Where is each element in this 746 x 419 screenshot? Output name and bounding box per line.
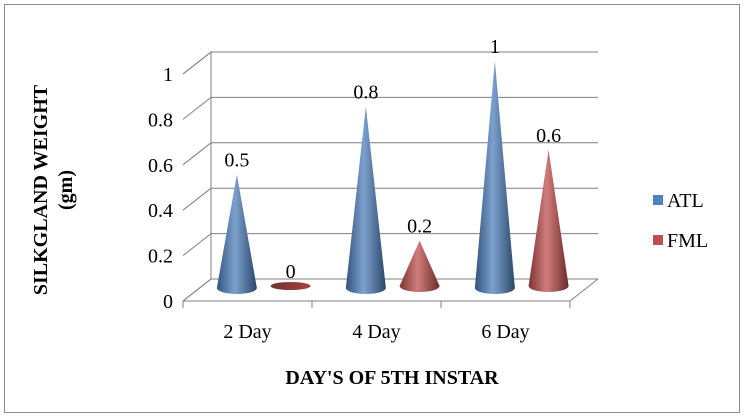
cone-atl-1: [345, 106, 386, 295]
y-axis-title: SILKGLAND WEIGHT: [30, 84, 52, 295]
legend-label-fml: FML: [667, 230, 708, 252]
gridline-side: [182, 51, 212, 75]
cone-body: [528, 149, 569, 292]
y-tick-label: 0.2: [148, 246, 173, 268]
gridline-side: [182, 187, 212, 211]
x-axis-ticks: 2 Day 4 Day 6 Day: [182, 301, 571, 343]
cone-atl-2: [474, 61, 515, 294]
cone-body: [216, 174, 257, 294]
cone-body: [474, 61, 515, 294]
data-label-atl: 0.5: [224, 150, 249, 172]
x-axis-title: DAY'S OF 5TH INSTAR: [285, 367, 499, 389]
legend-swatch-atl: [653, 195, 663, 205]
data-label-fml: 0.6: [536, 125, 561, 147]
gridline-side: [182, 142, 212, 166]
x-tick-label: 4 Day: [352, 321, 400, 343]
gridlines: [182, 51, 598, 302]
cone-atl-0: [216, 174, 257, 294]
gridline-side: [182, 97, 212, 120]
x-tick-label: 2 Day: [223, 321, 271, 343]
cone-body: [399, 240, 440, 292]
y-tick-label: 0.8: [148, 109, 173, 131]
y-tick-label: 0: [163, 291, 173, 313]
cone-fml-1: [399, 240, 440, 292]
cone-base: [270, 282, 311, 290]
legend: ATL FML: [653, 190, 708, 252]
y-axis-ticks: 0 0.2 0.4 0.6 0.8 1: [148, 64, 173, 313]
cone-body: [345, 106, 386, 295]
cone-fml-0: [270, 282, 311, 290]
gridline-side: [182, 278, 212, 302]
y-tick-label: 1: [163, 64, 173, 86]
gridline-side: [182, 233, 212, 256]
data-label-fml: 0: [286, 261, 296, 283]
x-tick-label: 6 Day: [481, 321, 529, 343]
y-tick-label: 0.6: [148, 155, 173, 177]
y-tick-label: 0.4: [148, 200, 173, 222]
legend-swatch-fml: [653, 235, 663, 245]
data-labels: 0.5 0.8 1 0 0.2 0.6: [224, 36, 561, 283]
cone-series: [216, 61, 569, 295]
y-axis-title-unit: (gm): [55, 170, 77, 210]
data-label-atl: 1: [490, 36, 500, 58]
legend-label-atl: ATL: [667, 190, 704, 212]
side-wall: [182, 50, 212, 302]
data-label-fml: 0.2: [407, 216, 432, 238]
cone-fml-2: [528, 149, 569, 292]
data-label-atl: 0.8: [353, 81, 378, 103]
